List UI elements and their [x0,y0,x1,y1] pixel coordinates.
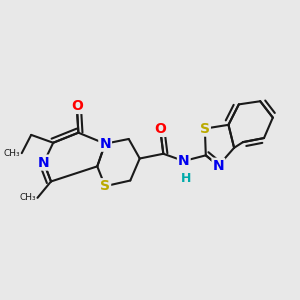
Text: S: S [100,179,110,193]
Text: O: O [154,122,166,136]
Text: N: N [99,137,111,151]
Text: N: N [213,159,224,173]
Text: O: O [71,99,83,113]
Text: H: H [181,172,191,185]
Text: S: S [200,122,210,136]
Text: N: N [178,154,190,168]
Text: CH₃: CH₃ [4,148,20,158]
Text: N: N [38,156,50,170]
Text: CH₃: CH₃ [19,193,36,202]
